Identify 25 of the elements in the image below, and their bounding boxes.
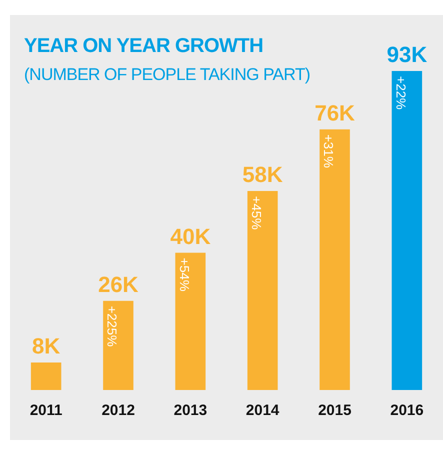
annotation: +22% <box>393 76 408 110</box>
data-label: 40K <box>170 224 211 249</box>
annotation: +225% <box>104 306 120 348</box>
annotation: +31% <box>321 134 336 168</box>
data-label: 8K <box>32 334 60 359</box>
annotation: +45% <box>249 196 264 230</box>
bar <box>103 300 134 390</box>
bar <box>247 191 278 390</box>
x-tick-label: 2015 <box>318 402 352 420</box>
annotation: +54% <box>176 258 192 292</box>
data-label: 58K <box>242 162 283 188</box>
bar <box>392 71 422 390</box>
chart-title: YEAR ON YEAR GROWTH <box>24 35 264 58</box>
bar <box>320 129 350 390</box>
x-tick-label: 2012 <box>102 402 135 420</box>
data-label: 26K <box>98 272 139 297</box>
chart-subtitle: (NUMBER OF PEOPLE TAKING PART) <box>24 65 310 85</box>
bar <box>175 252 206 390</box>
bar <box>30 362 62 390</box>
x-tick-label: 2014 <box>246 402 280 420</box>
x-tick-label: 2013 <box>174 402 208 420</box>
data-label: 76K <box>314 100 356 126</box>
data-label: 93K <box>386 42 428 68</box>
x-tick-label: 2011 <box>30 402 62 420</box>
x-tick-label: 2016 <box>390 402 424 420</box>
